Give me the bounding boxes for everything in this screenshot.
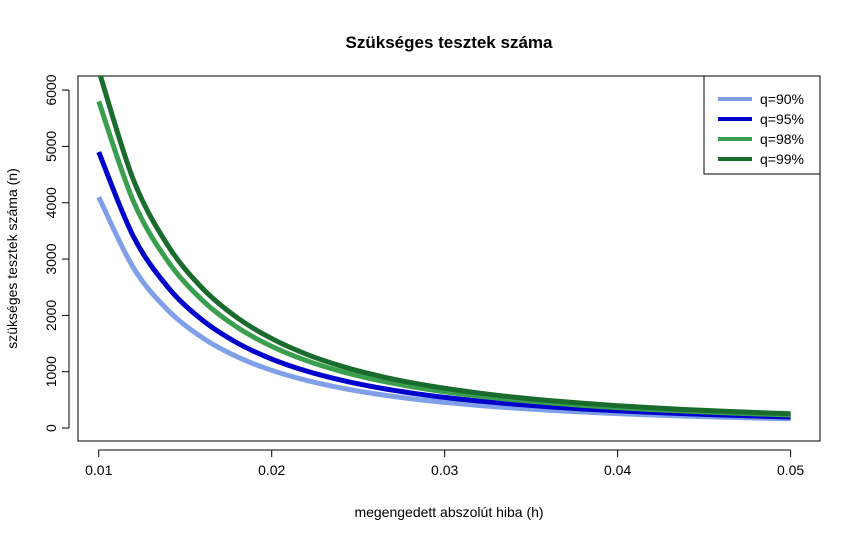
- chart-title: Szükséges tesztek száma: [346, 33, 553, 52]
- x-tick-label: 0.04: [604, 462, 631, 478]
- series-line: [97, 76, 791, 417]
- series-line: [96, 151, 791, 420]
- legend-label: q=99%: [760, 151, 804, 167]
- x-tick-label: 0.05: [777, 462, 804, 478]
- y-tick-label: 5000: [43, 131, 59, 162]
- series-group: [96, 76, 791, 422]
- series-line: [96, 196, 791, 422]
- y-tick-label: 0: [43, 424, 59, 432]
- legend-label: q=98%: [760, 131, 804, 147]
- x-tick-label: 0.03: [431, 462, 458, 478]
- series-line: [96, 100, 791, 418]
- y-tick-label: 2000: [43, 300, 59, 331]
- y-tick-label: 4000: [43, 187, 59, 218]
- legend-label: q=95%: [760, 111, 804, 127]
- plot-box: [77, 75, 821, 442]
- legend-label: q=90%: [760, 91, 804, 107]
- y-tick-label: 6000: [43, 74, 59, 105]
- plot-area: [77, 75, 821, 442]
- x-tick-label: 0.02: [258, 462, 285, 478]
- x-axis-title: megengedett abszolút hiba (h): [354, 504, 543, 520]
- legend: q=90% q=95% q=98% q=99%: [703, 75, 821, 175]
- y-tick-label: 1000: [43, 356, 59, 387]
- x-axis: 0.01 0.02 0.03 0.04 0.05: [85, 449, 804, 478]
- y-axis: 0 1000 2000 3000 4000 5000 6000: [43, 74, 70, 432]
- y-tick-label: 3000: [43, 243, 59, 274]
- y-axis-title: szükséges tesztek száma (n): [4, 168, 20, 349]
- x-tick-label: 0.01: [85, 462, 112, 478]
